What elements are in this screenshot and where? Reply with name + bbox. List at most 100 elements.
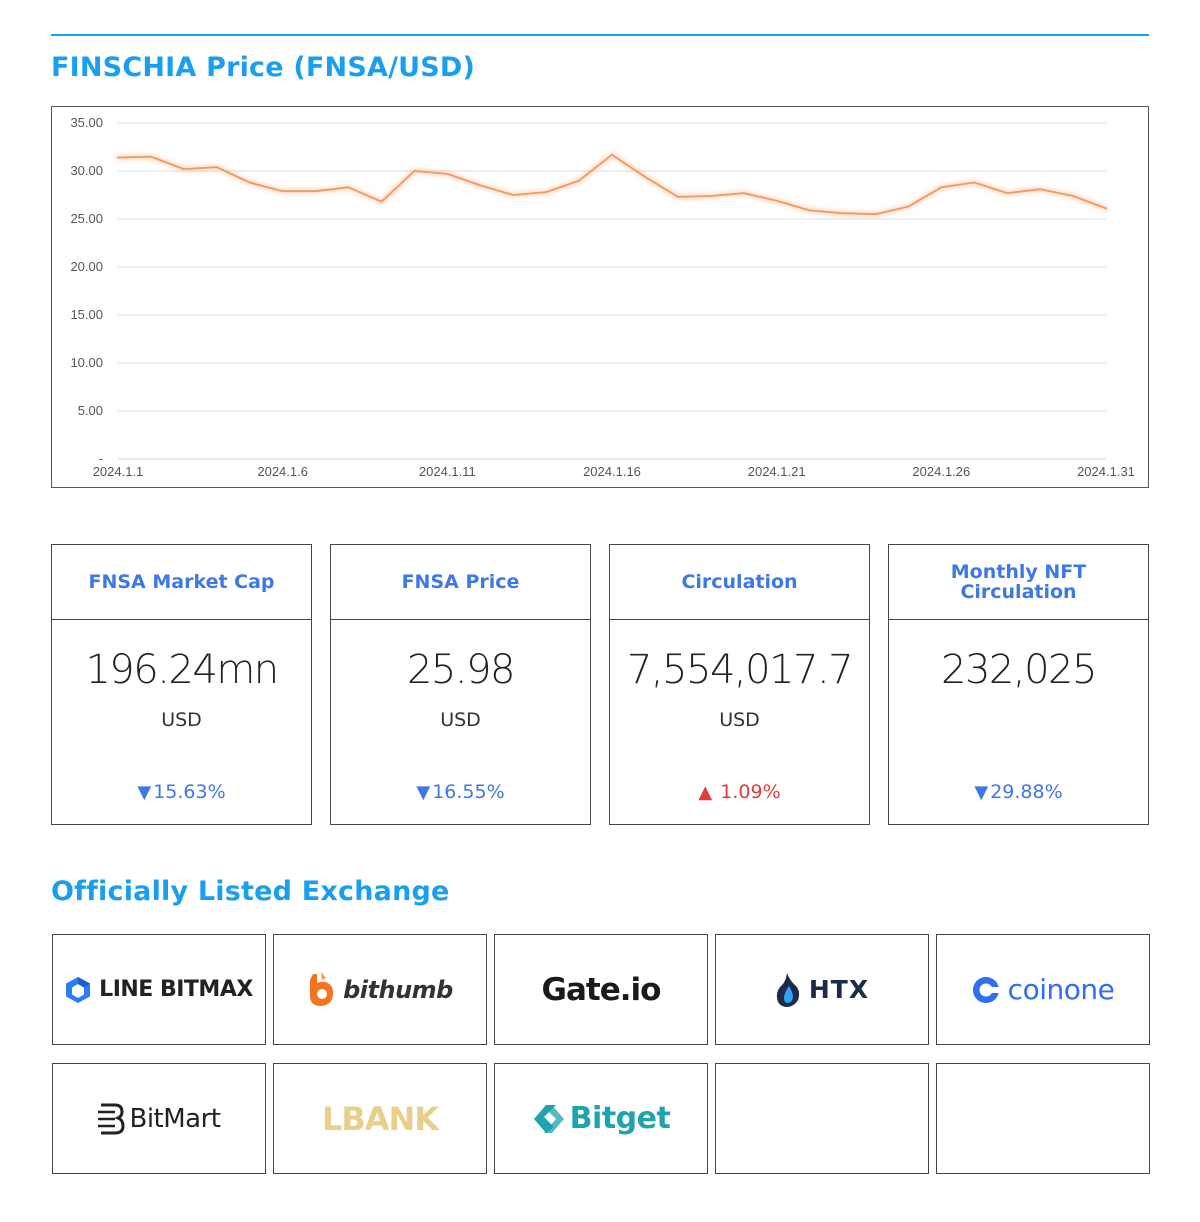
data-point: [644, 175, 646, 178]
stat-header: FNSA Price: [331, 545, 590, 620]
bithumb-b-icon: [310, 971, 334, 1006]
circulation-card: Circulation 7,554,017.7 USD ▲ 1.09%: [609, 544, 870, 825]
x-tick-label: 2024.1.11: [419, 464, 476, 479]
chart-gridlines: [118, 122, 1106, 460]
data-point: [578, 179, 580, 182]
data-point: [314, 190, 317, 193]
stat-change: ▼ 15.63%: [52, 781, 311, 803]
bithumb-logo: bithumb: [307, 971, 453, 1008]
y-axis-ticks: - 5.00 10.00 15.00 20.00 25.00 30.00 35.00: [70, 115, 103, 466]
data-point: [512, 194, 515, 196]
data-point: [940, 186, 943, 189]
exchange-name: Gate.io: [541, 971, 662, 1008]
bitget-arrows-icon: [533, 1104, 564, 1133]
y-tick-label: 5.00: [78, 403, 103, 418]
stat-unit: USD: [440, 709, 481, 731]
stat-label: Monthly NFT Circulation: [950, 561, 1087, 603]
exchange-tile-htx[interactable]: HTX: [715, 934, 929, 1045]
page-title: FINSCHIA Price (FNSA/USD): [51, 52, 476, 83]
exchange-name: LBANK: [321, 1099, 439, 1138]
coinone-c-icon: [972, 976, 1000, 1003]
data-point: [907, 205, 910, 208]
x-tick-label: 2024.1.21: [748, 464, 806, 479]
data-point: [676, 196, 679, 198]
data-point: [248, 181, 251, 184]
data-point: [1039, 188, 1042, 191]
bitmart-logo: BitMart: [97, 1103, 221, 1135]
exchange-tile-line-bitmax[interactable]: LINE BITMAX: [52, 934, 266, 1045]
x-tick-label: 2024.1.31: [1077, 464, 1135, 479]
bitmart-icon: [98, 1103, 125, 1134]
change-value: 1.09%: [720, 781, 781, 803]
data-point: [808, 209, 811, 212]
x-tick-label: 2024.1.16: [583, 464, 641, 479]
y-tick-label: -: [99, 451, 103, 466]
change-value: 15.63%: [153, 781, 226, 803]
stat-change: ▲ 1.09%: [610, 781, 869, 803]
data-point: [545, 191, 548, 194]
data-point: [281, 190, 284, 193]
data-point: [347, 186, 350, 189]
htx-flame-icon: [776, 972, 799, 1007]
exchange-tile-gateio[interactable]: Gate.io: [494, 934, 708, 1045]
data-point: [775, 199, 778, 202]
exchange-name: Bitget: [569, 1101, 671, 1136]
data-point: [479, 184, 482, 187]
exchange-name: BitMart: [129, 1103, 221, 1134]
top-rule: [51, 34, 1149, 36]
data-point: [380, 200, 383, 203]
exchange-name: bithumb: [343, 975, 453, 1004]
y-tick-label: 20.00: [70, 259, 103, 274]
x-tick-label: 2024.1.6: [257, 464, 308, 479]
stat-value: 196.24mn: [85, 647, 279, 693]
data-point: [709, 195, 712, 197]
data-point: [413, 170, 416, 172]
change-value: 29.88%: [990, 781, 1063, 803]
data-point: [874, 213, 877, 216]
x-tick-label: 2024.1.26: [912, 464, 970, 479]
stat-header: Circulation: [610, 545, 869, 620]
stat-value: 232,025: [941, 647, 1097, 693]
data-point: [215, 166, 218, 169]
stat-label: FNSA Price: [401, 571, 520, 593]
series-line-group: [115, 152, 1109, 217]
exchange-name: HTX: [808, 975, 870, 1004]
exchange-tile-bitmart[interactable]: BitMart: [52, 1063, 266, 1174]
exchange-tile-coinone[interactable]: coinone: [936, 934, 1150, 1045]
stat-unit: USD: [719, 709, 760, 731]
exchange-tile-lbank[interactable]: LBANK: [273, 1063, 487, 1174]
data-point: [973, 181, 976, 184]
stat-header: FNSA Market Cap: [52, 545, 311, 620]
data-point: [1072, 195, 1074, 197]
data-point: [841, 212, 844, 215]
data-point: [117, 156, 119, 159]
data-point: [1105, 207, 1107, 210]
y-tick-label: 10.00: [70, 355, 103, 370]
gateio-logo: Gate.io: [541, 971, 662, 1008]
stat-label: FNSA Market Cap: [88, 571, 275, 593]
down-arrow-icon: ▼: [416, 782, 431, 803]
nft-circulation-card: Monthly NFT Circulation 232,025 ▼ 29.88%: [888, 544, 1149, 825]
market-cap-card: FNSA Market Cap 196.24mn USD ▼ 15.63%: [51, 544, 312, 825]
stat-value: 25.98: [406, 647, 516, 693]
data-point: [611, 153, 613, 156]
x-tick-label: 2024.1.1: [93, 464, 144, 479]
stat-value: 7,554,017.7: [626, 647, 854, 693]
exchange-name: LINE BITMAX: [99, 977, 253, 1002]
exchange-tile-empty: [715, 1063, 929, 1174]
data-point: [742, 192, 745, 194]
price-card: FNSA Price 25.98 USD ▼ 16.55%: [330, 544, 591, 825]
exchange-tile-bitget[interactable]: Bitget: [494, 1063, 708, 1174]
y-tick-label: 30.00: [70, 163, 103, 178]
y-tick-label: 15.00: [70, 307, 103, 322]
chart-svg: - 5.00 10.00 15.00 20.00 25.00 30.00 35.00 2024…: [70, 115, 1135, 479]
up-arrow-icon: ▲: [698, 782, 713, 803]
down-arrow-icon: ▼: [137, 782, 152, 803]
data-point: [1006, 192, 1009, 194]
line-bitmax-logo: LINE BITMAX: [65, 976, 253, 1004]
y-tick-label: 35.00: [70, 115, 103, 130]
stat-label: Circulation: [681, 571, 798, 593]
exchange-tile-bithumb[interactable]: bithumb: [273, 934, 487, 1045]
data-point: [446, 172, 449, 175]
bitget-logo: Bitget: [532, 1101, 671, 1136]
